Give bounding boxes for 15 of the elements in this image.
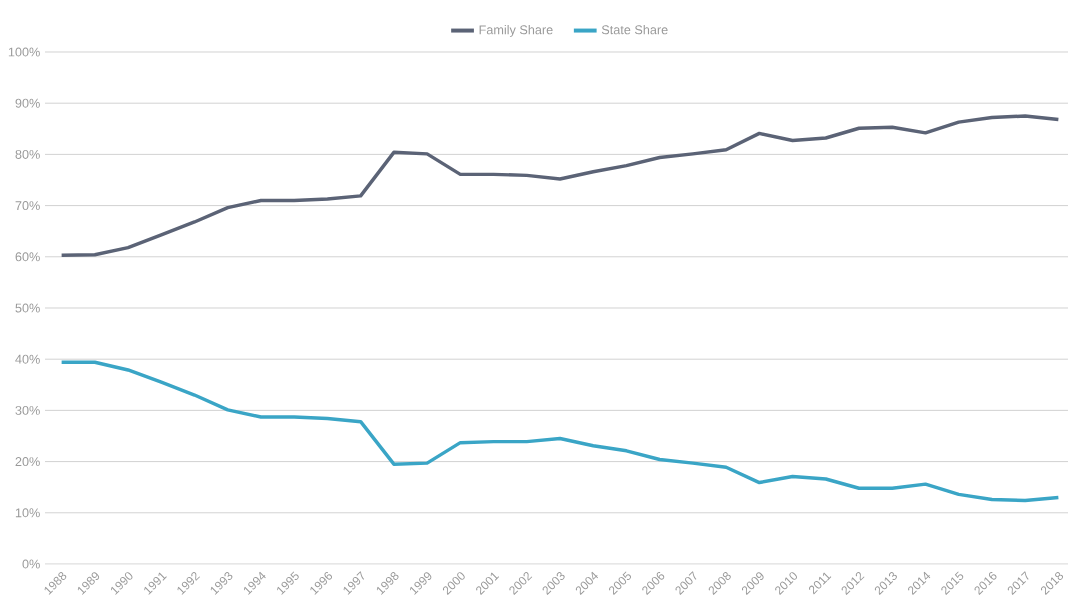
y-tick-label: 70%: [15, 201, 40, 211]
y-tick-label: 0%: [22, 559, 40, 569]
y-tick-label: 40%: [15, 354, 40, 364]
y-tick-label: 10%: [15, 508, 40, 518]
y-tick-label: 100%: [8, 47, 40, 57]
line-series: [59, 360, 1061, 503]
line-series: [59, 114, 1061, 257]
y-tick-label: 50%: [15, 303, 40, 313]
legend-label: Family Share: [479, 24, 553, 37]
y-tick-label: 60%: [15, 252, 40, 262]
y-tick-label: 20%: [15, 457, 40, 467]
legend-label: State Share: [601, 24, 668, 35]
y-tick-label: 90%: [15, 98, 40, 108]
y-tick-label: 80%: [15, 149, 40, 159]
y-tick-label: 30%: [15, 405, 40, 415]
